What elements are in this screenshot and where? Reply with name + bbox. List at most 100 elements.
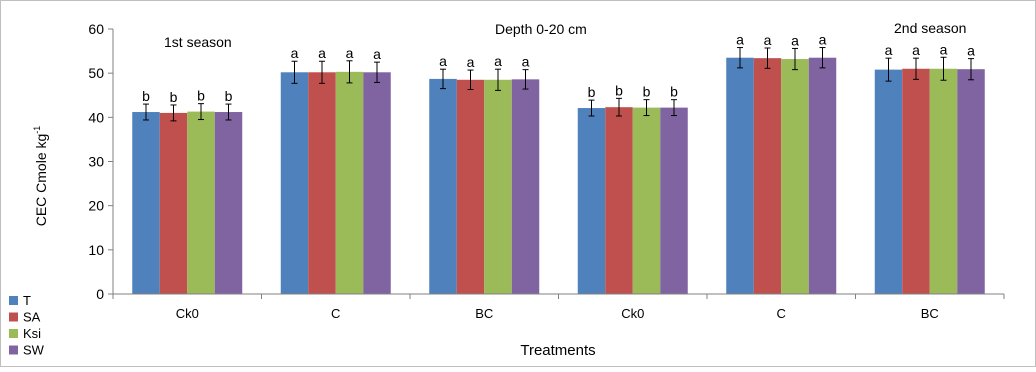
significance-letter: a bbox=[940, 41, 948, 57]
x-tick-label: Ck0 bbox=[176, 306, 199, 321]
error-bar bbox=[374, 61, 380, 83]
error-bar bbox=[291, 60, 298, 84]
error-bar bbox=[764, 47, 771, 69]
significance-letter: a bbox=[494, 53, 502, 69]
bar-t-bc-2 bbox=[429, 78, 457, 295]
error-bar bbox=[737, 47, 743, 69]
significance-letter: b bbox=[670, 84, 678, 100]
error-bar bbox=[440, 68, 446, 90]
y-tick-label: 30 bbox=[88, 154, 104, 170]
annotation-depth: Depth 0-20 cm bbox=[495, 21, 587, 37]
legend-swatch-t bbox=[9, 296, 18, 305]
x-tick-label: BC bbox=[921, 306, 939, 321]
significance-letter: a bbox=[439, 53, 447, 69]
significance-letter: b bbox=[142, 88, 150, 104]
error-bar bbox=[819, 47, 826, 69]
legend-swatch-sa bbox=[9, 312, 18, 322]
error-bar bbox=[616, 97, 622, 117]
legend-label-sa: SA bbox=[23, 310, 41, 325]
bar-t-ck0-3 bbox=[577, 108, 606, 294]
error-bar bbox=[643, 99, 650, 117]
y-tick-label: 0 bbox=[96, 286, 104, 302]
significance-letter: b bbox=[588, 84, 596, 100]
bar-sa-ck0-3 bbox=[605, 107, 633, 294]
annotation-season2: 2nd season bbox=[894, 20, 966, 36]
x-tick-label: C bbox=[331, 306, 340, 321]
y-axis-label-superscript: -1 bbox=[32, 126, 42, 134]
annotation-season1: 1st season bbox=[164, 34, 232, 50]
y-axis-label-main: CEC Cmole kg bbox=[33, 134, 49, 227]
significance-letter: a bbox=[967, 43, 975, 59]
significance-letter: b bbox=[643, 84, 651, 100]
significance-letter: b bbox=[170, 89, 178, 105]
y-tick-label: 40 bbox=[88, 109, 104, 125]
x-tick-label: Ck0 bbox=[621, 306, 644, 321]
bar-sa-c-4 bbox=[753, 58, 782, 295]
bar-sw-bc-2 bbox=[511, 79, 540, 294]
bar-ksi-c-1 bbox=[335, 71, 364, 294]
significance-letter: a bbox=[764, 32, 772, 48]
error-bar bbox=[143, 103, 149, 121]
bar-ksi-c-4 bbox=[781, 59, 809, 295]
bar-t-bc-5 bbox=[874, 69, 903, 294]
legend-label-t: T bbox=[23, 293, 31, 308]
significance-letter: b bbox=[615, 82, 623, 98]
bar-t-c-1 bbox=[280, 72, 309, 295]
bar-sw-c-4 bbox=[808, 57, 837, 295]
error-bar bbox=[588, 99, 595, 117]
error-bar bbox=[671, 99, 677, 117]
error-bar bbox=[170, 104, 177, 122]
significance-letter: a bbox=[736, 32, 744, 48]
bar-sw-ck0-3 bbox=[660, 107, 688, 294]
significance-letter: a bbox=[318, 45, 326, 61]
significance-letter: a bbox=[346, 45, 354, 61]
bar-sa-bc-5 bbox=[902, 68, 930, 294]
y-tick-label: 50 bbox=[88, 65, 104, 81]
x-tick-label: C bbox=[777, 306, 786, 321]
bar-sa-bc-2 bbox=[456, 79, 485, 295]
error-bar bbox=[467, 69, 474, 91]
error-bar bbox=[198, 103, 204, 121]
significance-letter: a bbox=[291, 45, 299, 61]
bar-sa-ck0-0 bbox=[159, 112, 188, 295]
legend-label-sw: SW bbox=[23, 343, 45, 358]
legend-swatch-ksi bbox=[9, 329, 18, 338]
error-bar bbox=[346, 60, 353, 84]
bar-t-ck0-0 bbox=[132, 112, 160, 295]
error-bar bbox=[940, 56, 947, 81]
error-bar bbox=[522, 69, 529, 90]
error-bar bbox=[225, 103, 232, 121]
significance-letter: a bbox=[373, 46, 381, 62]
significance-letter: a bbox=[885, 42, 893, 58]
bar-t-c-4 bbox=[726, 57, 754, 295]
x-tick-label: BC bbox=[475, 306, 493, 321]
legend-label-ksi: Ksi bbox=[23, 326, 41, 341]
y-tick-label: 20 bbox=[88, 198, 104, 214]
bar-sw-ck0-0 bbox=[214, 112, 243, 295]
significance-letter: a bbox=[819, 32, 827, 48]
legend-swatch-sw bbox=[9, 345, 18, 355]
significance-letter: b bbox=[225, 88, 233, 104]
error-bar bbox=[319, 60, 325, 84]
error-bar bbox=[885, 57, 892, 82]
significance-letter: a bbox=[912, 42, 920, 58]
bar-ksi-ck0-3 bbox=[632, 107, 661, 294]
bar-ksi-bc-2 bbox=[484, 79, 512, 295]
significance-letter: a bbox=[791, 32, 799, 48]
error-bar bbox=[968, 58, 974, 81]
y-axis-label: CEC Cmole kg-1 bbox=[32, 126, 49, 227]
error-bar bbox=[792, 47, 798, 71]
y-tick-label: 10 bbox=[88, 242, 104, 258]
significance-letter: b bbox=[197, 88, 205, 104]
bar-sw-c-1 bbox=[363, 72, 391, 295]
significance-letter: a bbox=[467, 54, 475, 70]
bar-sw-bc-5 bbox=[957, 69, 985, 294]
error-bar bbox=[495, 68, 501, 91]
bar-sa-c-1 bbox=[308, 72, 336, 295]
bar-ksi-ck0-0 bbox=[187, 111, 215, 294]
error-bar bbox=[913, 57, 919, 80]
significance-letter: a bbox=[522, 54, 530, 70]
